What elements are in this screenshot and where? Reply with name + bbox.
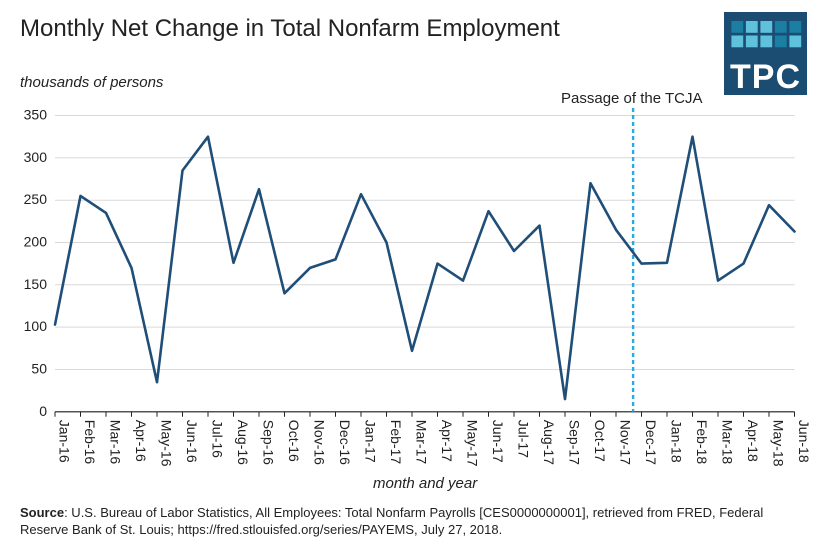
svg-text:Mar-18: Mar-18 (720, 420, 736, 465)
svg-text:TPC: TPC (730, 58, 801, 95)
svg-text:Feb-18: Feb-18 (694, 420, 710, 465)
svg-text:250: 250 (24, 191, 48, 207)
svg-text:Apr-18: Apr-18 (745, 420, 761, 462)
svg-text:May-16: May-16 (159, 420, 175, 467)
svg-text:Oct-17: Oct-17 (592, 420, 608, 462)
svg-text:Apr-16: Apr-16 (133, 420, 149, 462)
svg-text:0: 0 (39, 403, 47, 419)
svg-text:300: 300 (24, 149, 48, 165)
svg-text:May-18: May-18 (771, 420, 787, 467)
svg-text:Mar-17: Mar-17 (414, 420, 430, 465)
svg-text:Jun-16: Jun-16 (184, 420, 200, 463)
svg-text:Feb-17: Feb-17 (388, 420, 404, 465)
svg-text:Jul-16: Jul-16 (210, 420, 226, 458)
svg-text:Jan-16: Jan-16 (57, 420, 73, 463)
svg-text:Sep-16: Sep-16 (261, 420, 277, 465)
svg-text:Feb-16: Feb-16 (82, 420, 98, 465)
svg-text:Jan-18: Jan-18 (669, 420, 685, 463)
svg-text:Jul-17: Jul-17 (516, 420, 532, 458)
svg-text:Mar-16: Mar-16 (108, 420, 124, 465)
svg-text:Nov-17: Nov-17 (618, 420, 634, 465)
svg-text:50: 50 (31, 361, 47, 377)
svg-text:Aug-17: Aug-17 (541, 420, 557, 465)
svg-text:Jun-18: Jun-18 (796, 420, 812, 463)
svg-text:Nov-16: Nov-16 (312, 420, 328, 465)
svg-text:Sep-17: Sep-17 (567, 420, 583, 465)
svg-text:Jun-17: Jun-17 (490, 420, 506, 463)
svg-text:Oct-16: Oct-16 (286, 420, 302, 462)
svg-text:200: 200 (24, 234, 48, 250)
svg-text:350: 350 (24, 107, 48, 123)
svg-text:Apr-17: Apr-17 (439, 420, 455, 462)
svg-text:Dec-16: Dec-16 (337, 420, 353, 465)
svg-text:Jan-17: Jan-17 (363, 420, 379, 463)
svg-text:Aug-16: Aug-16 (235, 420, 251, 465)
svg-text:150: 150 (24, 276, 48, 292)
svg-text:May-17: May-17 (465, 420, 481, 467)
svg-text:100: 100 (24, 318, 48, 334)
svg-text:Dec-17: Dec-17 (643, 420, 659, 465)
